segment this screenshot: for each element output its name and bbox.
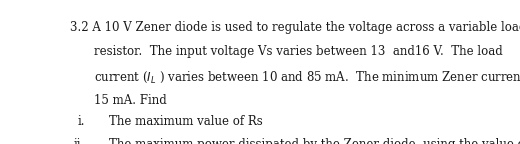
Text: 3.2 A 10 V Zener diode is used to regulate the voltage across a variable load: 3.2 A 10 V Zener diode is used to regula…: [70, 21, 520, 34]
Text: The maximum power dissipated by the Zener diode, using the value of: The maximum power dissipated by the Zene…: [109, 138, 520, 144]
Text: 15 mA. Find: 15 mA. Find: [94, 94, 167, 107]
Text: current ($I_L$ ) varies between 10 and 85 mA.  The minimum Zener current is: current ($I_L$ ) varies between 10 and 8…: [94, 69, 520, 85]
Text: resistor.  The input voltage Vs varies between 13  and16 V.  The load: resistor. The input voltage Vs varies be…: [94, 45, 503, 58]
Text: The maximum value of Rs: The maximum value of Rs: [109, 115, 262, 128]
Text: ii.: ii.: [74, 138, 85, 144]
Text: i.: i.: [78, 115, 85, 128]
